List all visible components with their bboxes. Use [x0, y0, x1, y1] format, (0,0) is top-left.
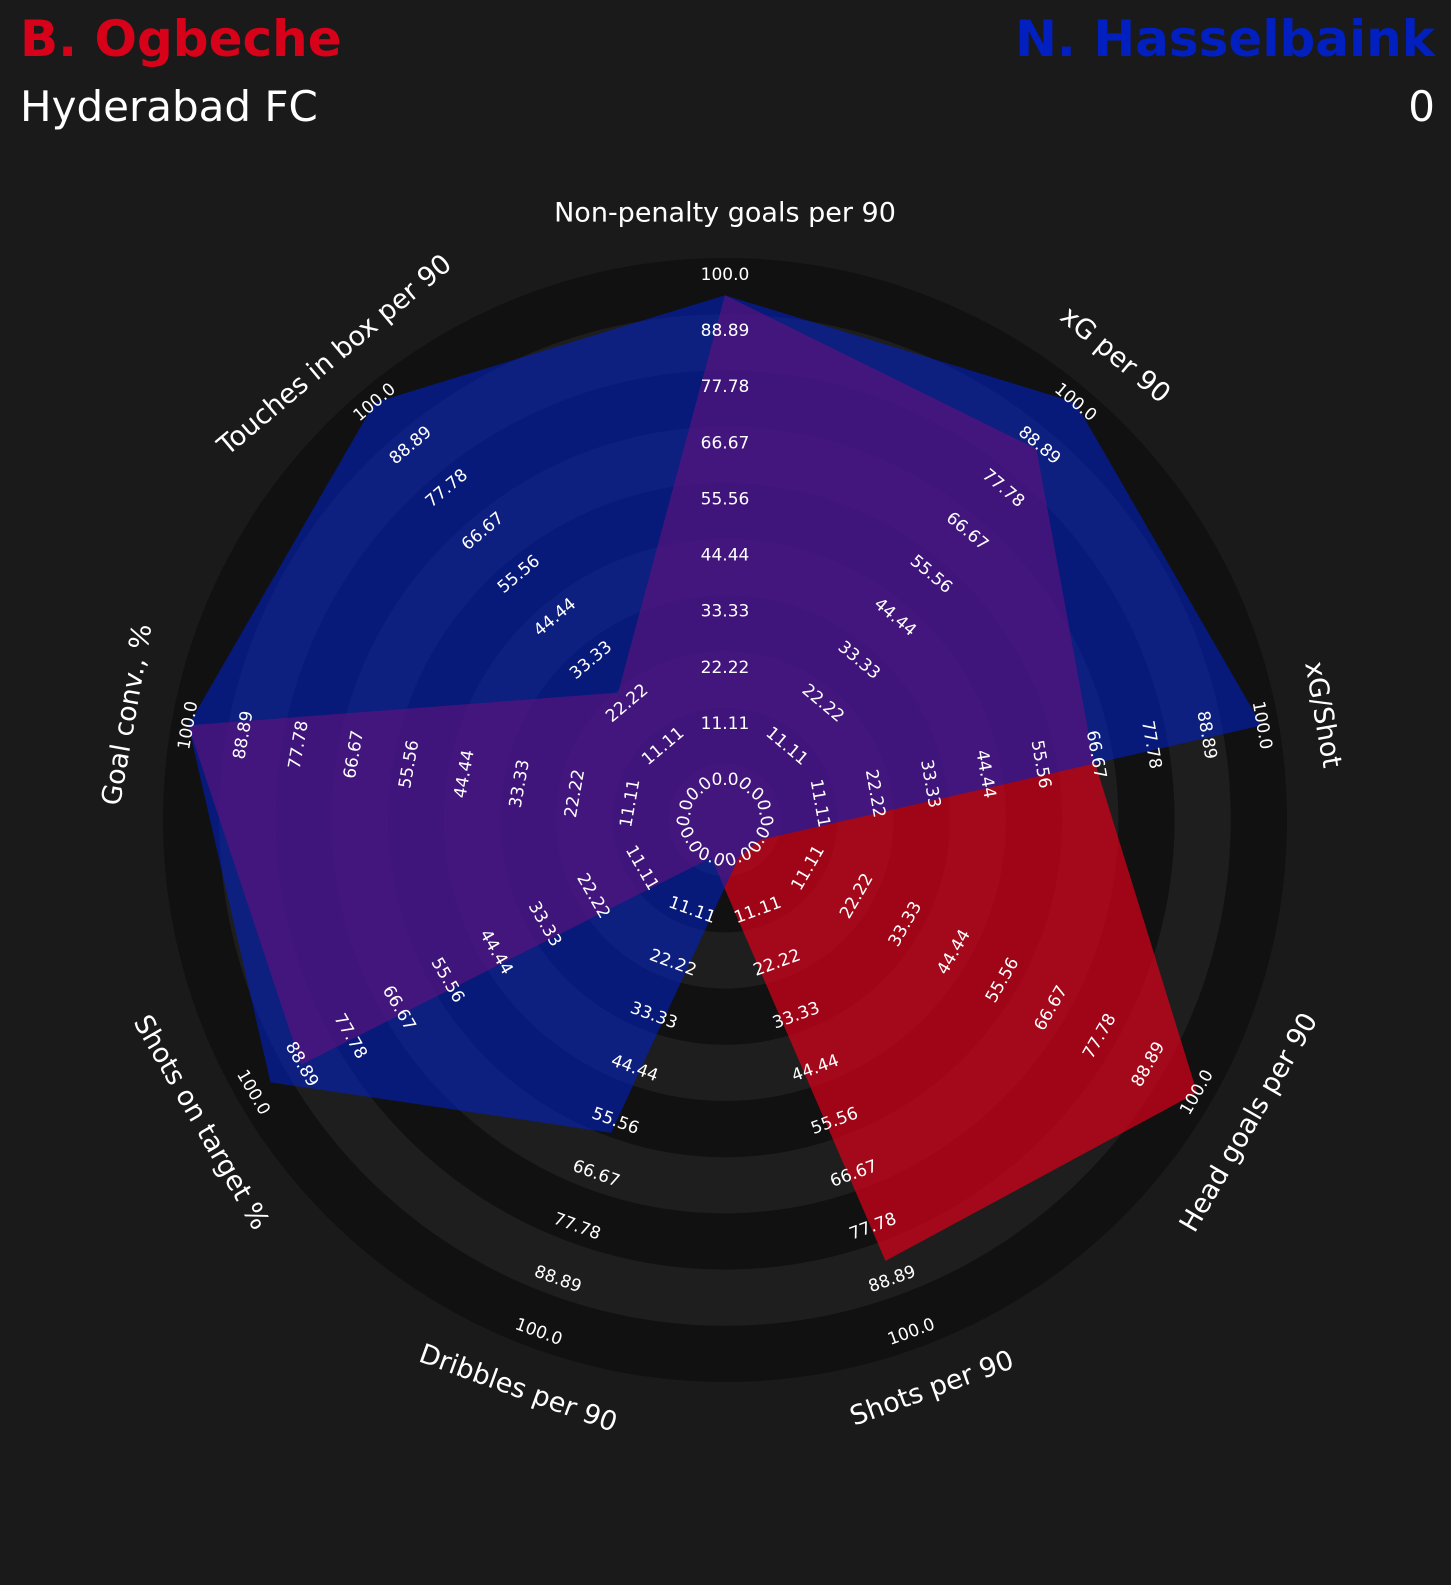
- player1-name: B. Ogbeche: [20, 10, 342, 68]
- player1-team: Hyderabad FC: [20, 82, 318, 131]
- radar-tick-label: 11.11: [701, 714, 750, 734]
- radar-param-label: Goal conv., %: [96, 621, 158, 807]
- radar-tick-label: 44.44: [701, 546, 750, 566]
- radar-tick-label: 66.67: [701, 433, 750, 453]
- player2-name: N. Hasselbaink: [1015, 10, 1435, 68]
- radar-tick-label: 22.22: [701, 658, 750, 678]
- radar-tick-label: 0.0: [711, 770, 738, 790]
- radar-tick-label: 100.0: [701, 265, 750, 285]
- radar-param-label: Non-penalty goals per 90: [554, 198, 896, 229]
- radar-tick-label: 77.78: [701, 377, 750, 397]
- radar-tick-label: 88.89: [701, 321, 750, 341]
- radar-tick-label: 0.0: [673, 798, 697, 828]
- radar-tick-label: 0.0: [752, 798, 776, 828]
- radar-tick-label: 33.33: [701, 602, 750, 622]
- player2-team: 0: [1408, 82, 1435, 131]
- radar-param-label: xG/Shot: [1298, 659, 1347, 770]
- radar-tick-label: 55.56: [701, 489, 750, 509]
- radar-series-2: [188, 295, 1262, 1133]
